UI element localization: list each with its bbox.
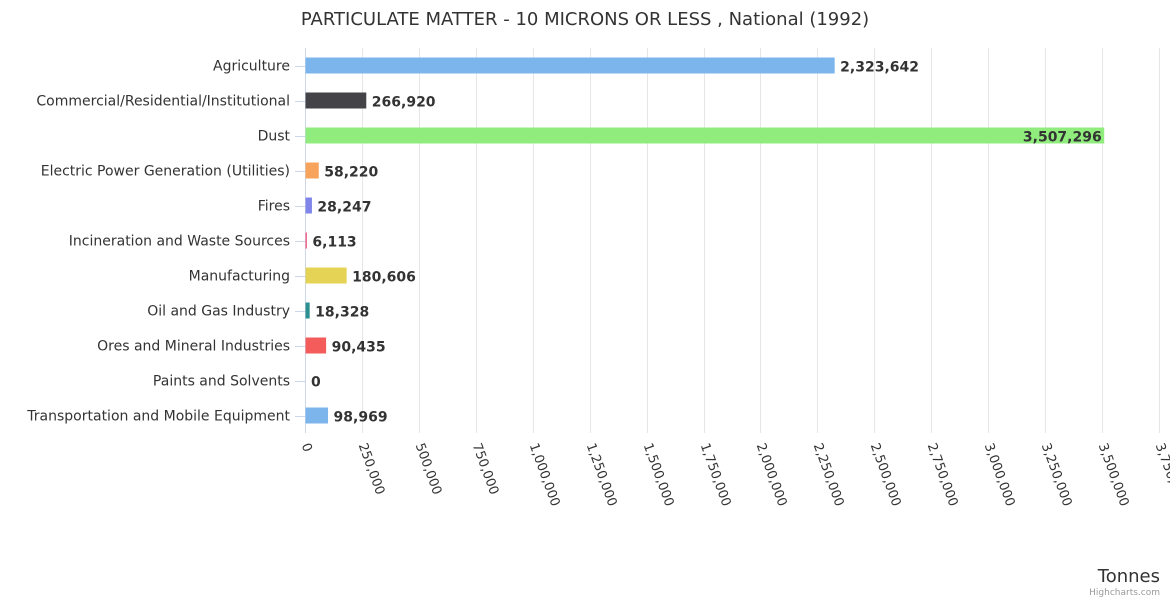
category-label: Dust (258, 129, 291, 145)
tick-label: 2,500,000 (867, 441, 904, 508)
bar[interactable] (305, 57, 835, 74)
bar[interactable] (305, 92, 367, 109)
axis-title: Tonnes (1097, 566, 1160, 587)
category-label: Oil and Gas Industry (147, 304, 290, 320)
bar[interactable] (305, 197, 312, 214)
category-label: Paints and Solvents (153, 374, 290, 390)
tick-label: 2,000,000 (753, 441, 790, 508)
data-label: 58,220 (324, 165, 378, 181)
data-label: 98,969 (334, 410, 388, 426)
data-label: 28,247 (317, 200, 371, 216)
data-label: 0 (311, 375, 321, 391)
bar[interactable] (305, 162, 319, 179)
tick-label: 0 (298, 441, 315, 454)
grid-lines (295, 48, 1160, 433)
data-label: 3,507,296 (1023, 130, 1102, 146)
category-label: Electric Power Generation (Utilities) (41, 164, 290, 180)
category-label: Fires (258, 199, 290, 215)
tick-label: 1,500,000 (640, 441, 677, 508)
bar[interactable] (305, 232, 307, 249)
category-labels: Agriculture Commercial/Residential/Instit… (26, 59, 290, 425)
bar[interactable] (305, 127, 1105, 144)
tick-label: 250,000 (355, 441, 387, 497)
tick-label: 1,250,000 (583, 441, 620, 508)
bar[interactable] (305, 337, 327, 354)
tick-label: 3,250,000 (1038, 441, 1075, 508)
category-label: Manufacturing (189, 269, 290, 285)
tick-label: 3,000,000 (981, 441, 1018, 508)
tick-label: 1,750,000 (697, 441, 734, 508)
data-label: 180,606 (352, 270, 416, 286)
category-label: Commercial/Residential/Institutional (36, 94, 290, 110)
category-label: Incineration and Waste Sources (69, 234, 290, 250)
tick-label: 750,000 (469, 441, 501, 497)
category-label: Transportation and Mobile Equipment (26, 409, 290, 425)
chart-title: PARTICULATE MATTER - 10 MICRONS OR LESS … (301, 9, 869, 30)
data-label: 6,113 (312, 235, 356, 251)
data-label: 266,920 (372, 95, 436, 111)
data-label: 18,328 (315, 305, 369, 321)
credits-link[interactable]: Highcharts.com (1089, 588, 1160, 598)
tick-label: 1,000,000 (526, 441, 563, 508)
category-label: Ores and Mineral Industries (97, 339, 290, 355)
tick-label: 500,000 (412, 441, 444, 497)
value-axis-tick-labels: 0 250,000 500,000 750,000 1,000,000 1,250,000… (298, 441, 1170, 508)
bar[interactable] (305, 267, 347, 284)
bars: 2,323,642 266,920 3,507,296 58,220 28,247 6,1… (305, 57, 1105, 426)
tick-label: 2,250,000 (810, 441, 847, 508)
tick-label: 3,750,000 (1152, 441, 1170, 508)
bar[interactable] (305, 302, 310, 319)
tick-label: 2,750,000 (924, 441, 961, 508)
tick-label: 3,500,000 (1095, 441, 1132, 508)
data-label: 90,435 (332, 340, 386, 356)
bar[interactable] (305, 407, 329, 424)
data-label: 2,323,642 (840, 60, 919, 76)
category-label: Agriculture (213, 59, 290, 75)
